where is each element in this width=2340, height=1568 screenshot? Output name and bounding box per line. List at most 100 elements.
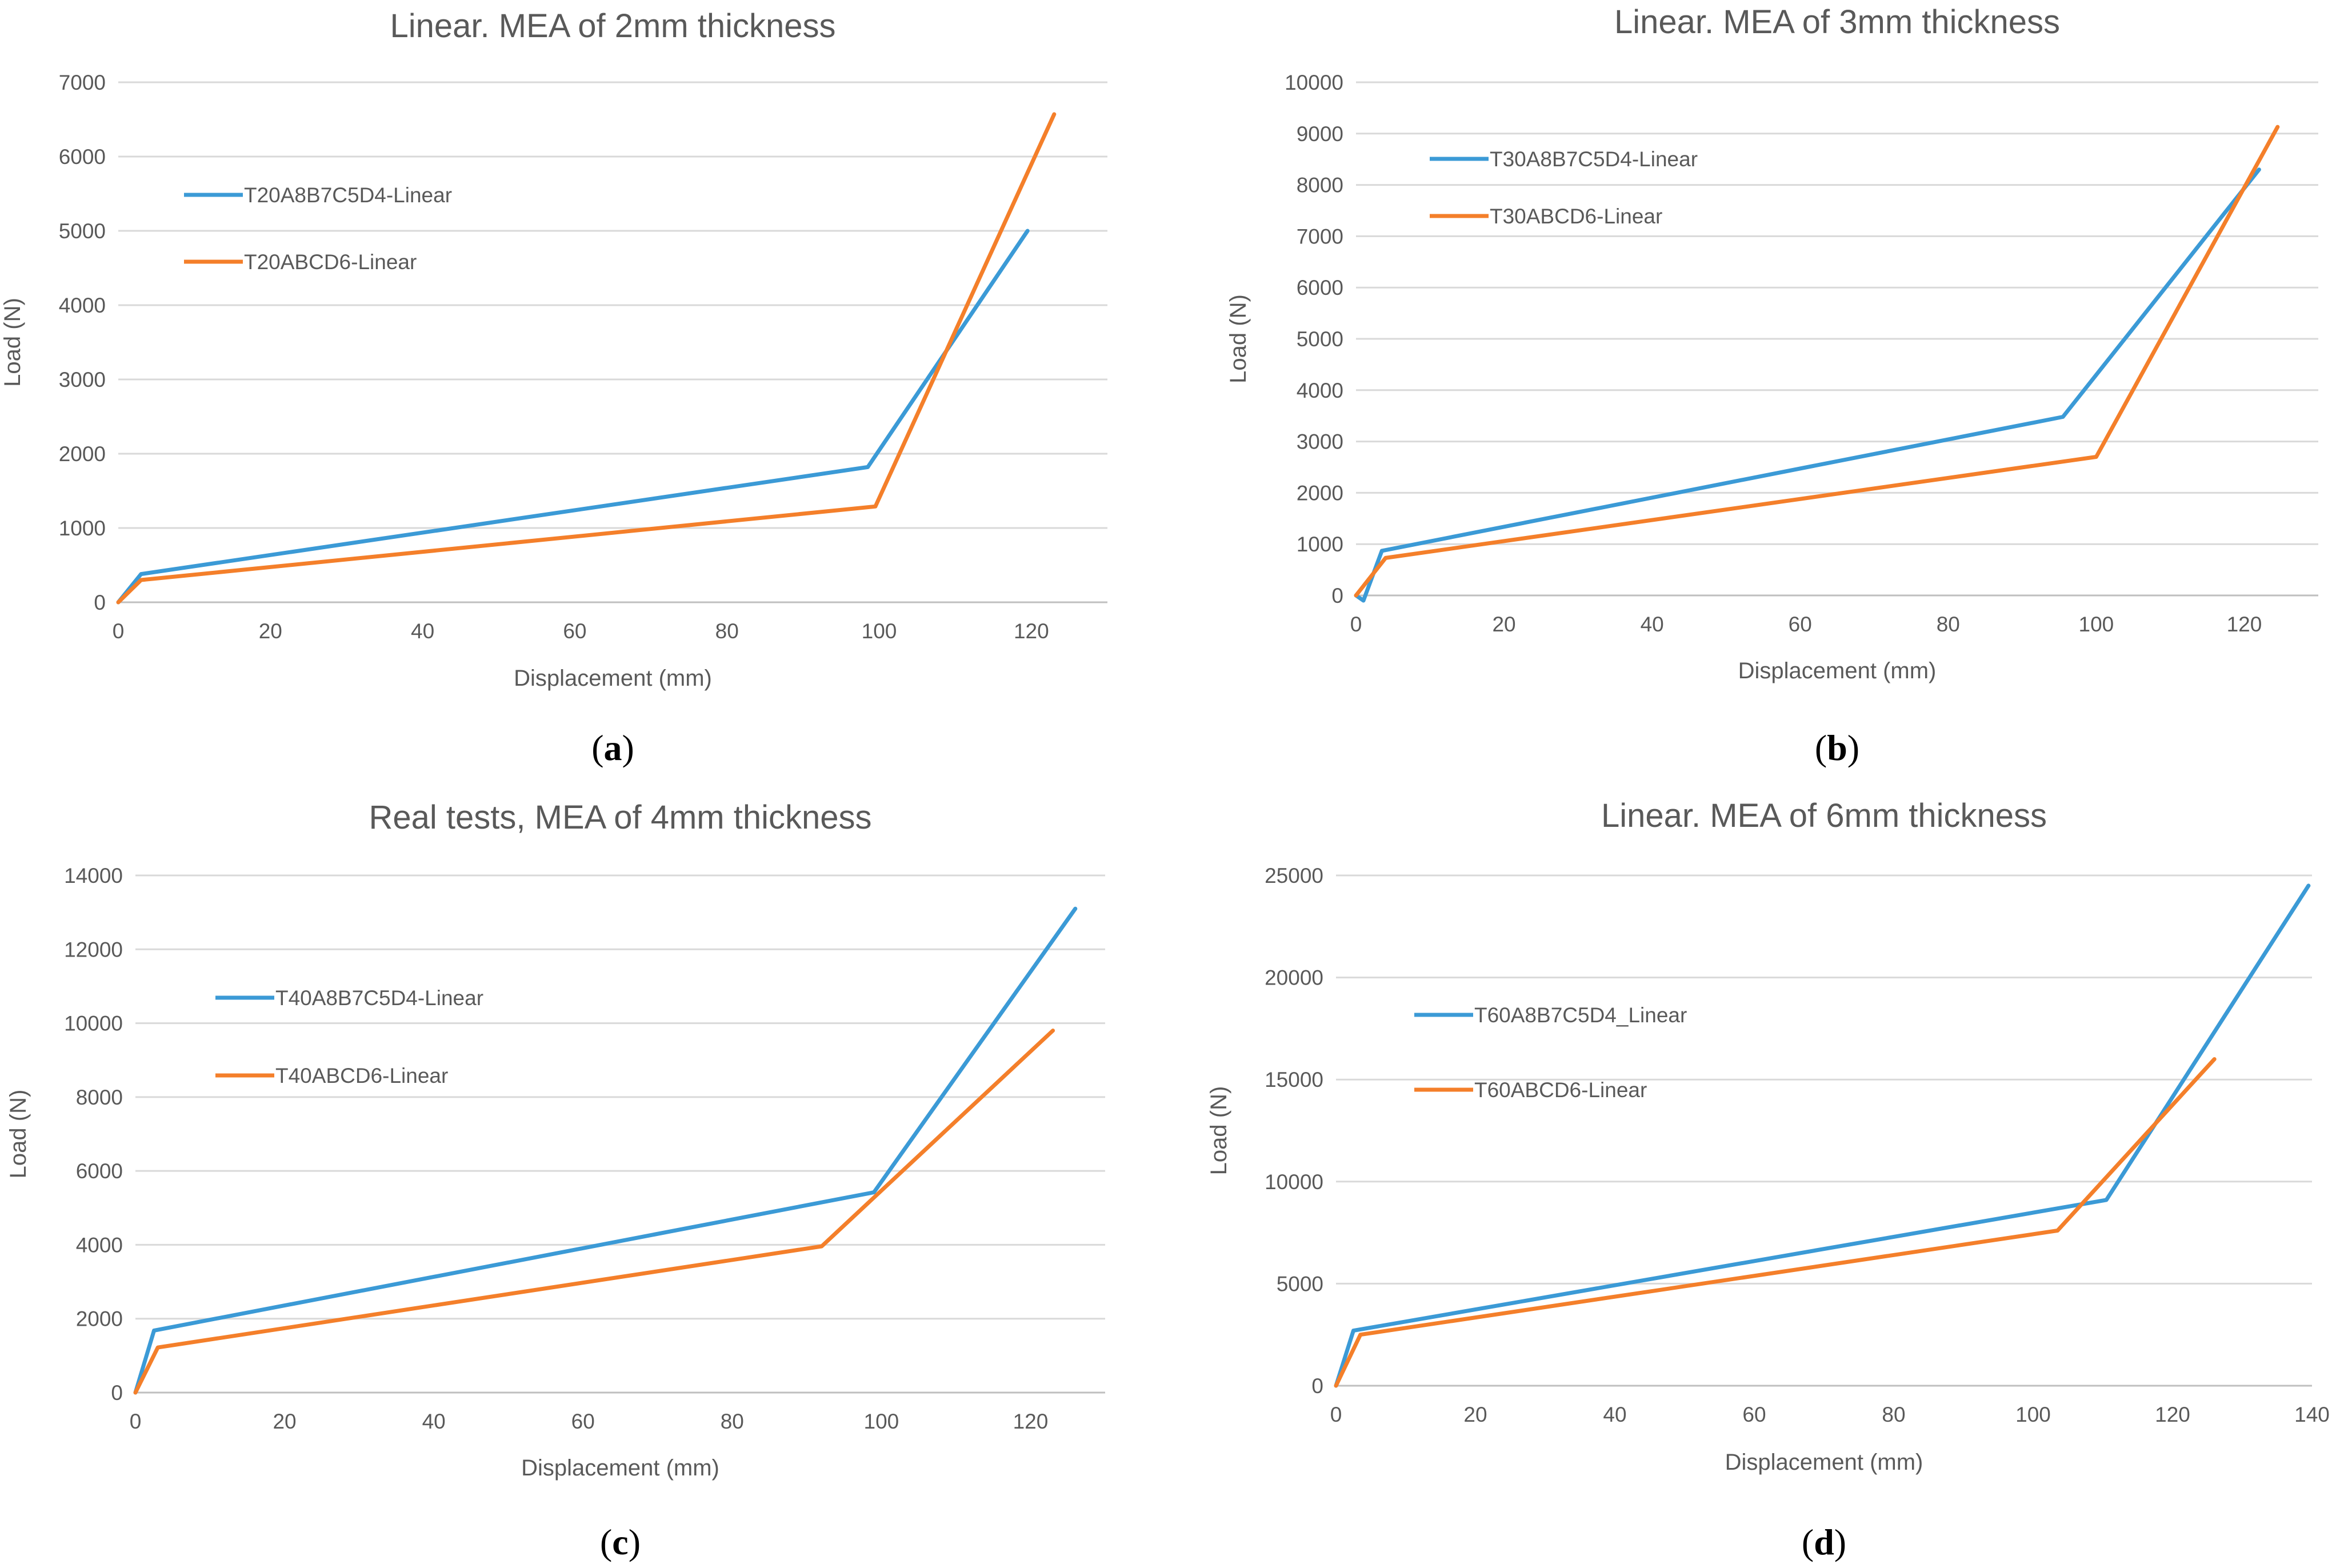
caption-letter: d <box>1814 1522 1834 1562</box>
panel-caption: (b) <box>1815 727 1859 768</box>
chart-panel-b: Linear. MEA of 3mm thickness010002000300… <box>1226 3 2318 768</box>
x-tick-label: 40 <box>411 619 434 643</box>
x-tick-label: 40 <box>422 1410 446 1433</box>
x-tick-label: 40 <box>1603 1403 1626 1426</box>
x-tick-label: 60 <box>1789 613 1812 636</box>
panel-caption: (a) <box>591 727 634 768</box>
legend-label: T30A8B7C5D4-Linear <box>1490 147 1698 171</box>
series-line-1 <box>116 229 1030 605</box>
y-tick-label: 0 <box>1331 584 1343 607</box>
legend-label: T30ABCD6-Linear <box>1490 205 1662 228</box>
y-tick-label: 5000 <box>1277 1272 1323 1295</box>
y-tick-label: 5000 <box>59 219 106 243</box>
x-axis-label: Displacement (mm) <box>514 666 712 691</box>
x-tick-label: 100 <box>864 1410 899 1433</box>
caption-close-paren: ) <box>629 1522 641 1562</box>
y-axis-label: Load (N) <box>0 298 25 387</box>
y-tick-label: 25000 <box>1265 864 1323 887</box>
y-tick-label: 4000 <box>76 1233 123 1257</box>
x-tick-label: 100 <box>2079 613 2114 636</box>
y-tick-label: 8000 <box>76 1086 123 1109</box>
legend-label: T60ABCD6-Linear <box>1474 1078 1647 1102</box>
x-axis-label: Displacement (mm) <box>1738 658 1937 683</box>
x-tick-label: 120 <box>2227 613 2262 636</box>
y-tick-label: 9000 <box>1297 122 1343 146</box>
x-tick-label: 80 <box>715 619 739 643</box>
y-tick-label: 2000 <box>1297 481 1343 505</box>
caption-close-paren: ) <box>1834 1522 1846 1562</box>
y-tick-label: 1000 <box>1297 533 1343 556</box>
y-tick-label: 8000 <box>1297 174 1343 197</box>
x-tick-label: 20 <box>1492 613 1515 636</box>
y-tick-label: 6000 <box>1297 276 1343 299</box>
y-tick-label: 2000 <box>59 442 106 466</box>
chart-title: Linear. MEA of 3mm thickness <box>1614 3 2060 41</box>
x-tick-label: 40 <box>1641 613 1664 636</box>
panel-caption: (d) <box>1802 1522 1846 1562</box>
caption-open-paren: ( <box>1802 1522 1814 1562</box>
y-tick-label: 3000 <box>59 368 106 391</box>
legend-label: T20A8B7C5D4-Linear <box>244 183 452 207</box>
y-tick-label: 5000 <box>1297 327 1343 351</box>
x-tick-label: 100 <box>2015 1403 2051 1426</box>
y-tick-label: 10000 <box>1285 71 1343 94</box>
y-tick-label: 10000 <box>64 1012 123 1035</box>
series-line-1 <box>1334 883 2311 1388</box>
legend-label: T20ABCD6-Linear <box>244 250 417 274</box>
x-tick-label: 120 <box>2155 1403 2190 1426</box>
x-tick-label: 80 <box>1882 1403 1905 1426</box>
y-tick-label: 7000 <box>59 71 106 94</box>
x-tick-label: 140 <box>2294 1403 2330 1426</box>
y-axis-label: Load (N) <box>6 1090 31 1179</box>
chart-title: Real tests, MEA of 4mm thickness <box>369 799 872 836</box>
series-line-2 <box>1354 125 2280 598</box>
y-tick-label: 0 <box>111 1381 123 1405</box>
x-axis-label: Displacement (mm) <box>521 1455 719 1481</box>
chart-panel-c: Real tests, MEA of 4mm thickness 0 2000 400… <box>6 799 1105 1562</box>
y-tick-label: 6000 <box>59 145 106 169</box>
y-tick-label: 15000 <box>1265 1068 1323 1091</box>
x-tick-label: 20 <box>1463 1403 1487 1426</box>
legend-label: T40ABCD6-Linear <box>275 1064 448 1087</box>
caption-open-paren: ( <box>1815 727 1827 768</box>
series-line-1 <box>1354 167 2261 603</box>
x-tick-label: 60 <box>563 619 586 643</box>
chart-title: Linear. MEA of 2mm thickness <box>390 7 835 45</box>
x-tick-label: 120 <box>1014 619 1049 643</box>
chart-panel-d: Linear. MEA of 6mm thickness 0 5000 10000 15… <box>1206 797 2330 1562</box>
x-tick-label: 20 <box>273 1410 296 1433</box>
x-tick-label: 80 <box>721 1410 744 1433</box>
caption-letter: b <box>1827 727 1847 768</box>
legend-label: T60A8B7C5D4_Linear <box>1474 1003 1687 1027</box>
x-tick-label: 0 <box>1350 613 1362 636</box>
x-tick-label: 60 <box>1742 1403 1766 1426</box>
caption-letter: c <box>612 1522 628 1562</box>
caption-open-paren: ( <box>591 727 603 768</box>
y-tick-label: 6000 <box>76 1159 123 1183</box>
caption-close-paren: ) <box>622 727 634 768</box>
legend-label: T40A8B7C5D4-Linear <box>275 986 483 1010</box>
y-tick-label: 1000 <box>59 517 106 540</box>
x-tick-label: 0 <box>1330 1403 1342 1426</box>
y-tick-label: 2000 <box>76 1307 123 1331</box>
y-tick-label: 7000 <box>1297 225 1343 248</box>
series-line-1 <box>133 906 1078 1395</box>
x-tick-label: 60 <box>571 1410 595 1433</box>
y-tick-label: 12000 <box>64 938 123 961</box>
y-tick-label: 14000 <box>64 864 123 887</box>
caption-close-paren: ) <box>1847 727 1859 768</box>
y-tick-label: 10000 <box>1265 1170 1323 1194</box>
series-line-2 <box>116 112 1057 605</box>
y-axis-label: Load (N) <box>1226 294 1251 383</box>
x-tick-label: 0 <box>113 619 125 643</box>
series-line-2 <box>133 1029 1055 1395</box>
chart-title: Linear. MEA of 6mm thickness <box>1601 797 2047 834</box>
chart-panel-a: Linear. MEA of 2mm thickness 0 1000 2000 300… <box>0 7 1107 768</box>
y-tick-label: 0 <box>1311 1374 1323 1398</box>
series-line-2 <box>1334 1057 2217 1388</box>
x-axis-label: Displacement (mm) <box>1725 1450 1923 1475</box>
y-tick-label: 4000 <box>59 294 106 317</box>
x-tick-label: 20 <box>259 619 282 643</box>
x-tick-label: 120 <box>1013 1410 1049 1433</box>
